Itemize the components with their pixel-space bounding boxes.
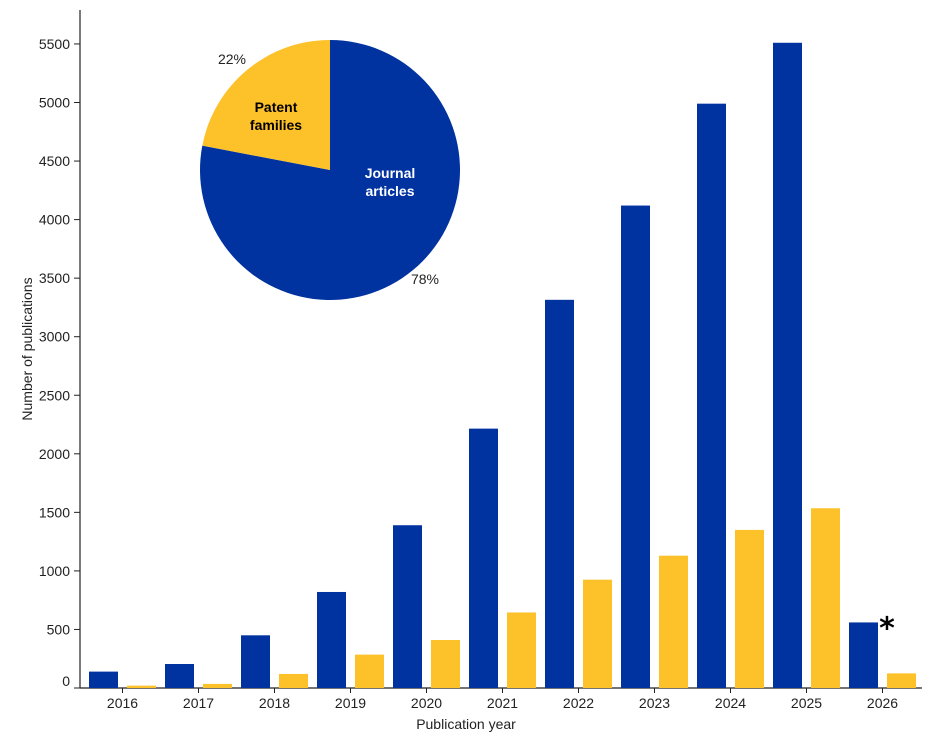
bar-journal-2021 xyxy=(469,428,498,688)
x-tick-label: 2023 xyxy=(639,695,670,711)
bar-patent-2020 xyxy=(431,639,460,688)
x-tick-label: 2022 xyxy=(563,695,594,711)
pie-label-line: families xyxy=(250,117,302,133)
pie-slice-journal-articles xyxy=(200,40,461,301)
x-tick-label: 2019 xyxy=(335,695,366,711)
x-tick-label: 2025 xyxy=(791,695,822,711)
y-tick-label: 3000 xyxy=(39,329,70,345)
x-tick-label: 2026 xyxy=(867,695,898,711)
pie-label-line: Journal xyxy=(365,165,416,181)
pie-slice-patent-families xyxy=(202,40,330,170)
y-tick-label: 500 xyxy=(47,621,71,637)
bar-patent-2024 xyxy=(735,529,764,688)
bar-patent-2021 xyxy=(507,612,536,688)
bar-patent-2017 xyxy=(203,683,232,688)
y-tick-label: 5500 xyxy=(39,36,70,52)
y-tick-label: 3500 xyxy=(39,270,70,286)
y-tick-label: 4500 xyxy=(39,153,70,169)
bar-patent-2019 xyxy=(355,654,384,688)
y-tick-label: 1500 xyxy=(39,504,70,520)
x-tick-label: 2017 xyxy=(183,695,214,711)
annotation-asterisk: * xyxy=(879,611,895,646)
bar-patent-2026 xyxy=(887,673,916,688)
pie-label-line: articles xyxy=(365,183,414,199)
x-tick-label: 2018 xyxy=(259,695,290,711)
y-tick-label: 1000 xyxy=(39,563,70,579)
pie-chart: 78% Journal articles 22% Patent families xyxy=(200,40,461,301)
bar-journal-2020 xyxy=(393,525,422,688)
bars xyxy=(89,42,916,689)
y-tick-label: 4000 xyxy=(39,212,70,228)
pie-label-patent-families: Patent families xyxy=(250,99,302,133)
x-tick-label: 2024 xyxy=(715,695,746,711)
x-tick-label: 2016 xyxy=(107,695,138,711)
bar-patent-2016 xyxy=(127,685,156,688)
x-tick-label: 2021 xyxy=(487,695,518,711)
x-axis-title: Publication year xyxy=(416,716,516,732)
bar-journal-2022 xyxy=(545,299,574,688)
bar-patent-2023 xyxy=(659,555,688,688)
y-tick-label: 2000 xyxy=(39,446,70,462)
bar-journal-2024 xyxy=(697,103,726,688)
y-tick-label: 0 xyxy=(62,673,70,689)
bar-journal-2018 xyxy=(241,635,270,688)
axis-labels: 0 500 1000 1500 2000 2500 3000 3500 4000 4500 5000… xyxy=(19,36,898,732)
y-axis-title: Number of publications xyxy=(19,277,35,420)
bar-patent-2022 xyxy=(583,579,612,688)
bar-journal-2019 xyxy=(317,591,346,688)
y-tick-label: 2500 xyxy=(39,387,70,403)
bar-journal-2016 xyxy=(89,671,118,688)
pie-label-journal-articles: Journal articles xyxy=(365,165,416,199)
bar-journal-2025 xyxy=(773,42,802,689)
bar-journal-2023 xyxy=(621,205,650,688)
y-tick-label: 5000 xyxy=(39,95,70,111)
bar-journal-2026 xyxy=(849,622,878,688)
x-tick-label: 2020 xyxy=(411,695,442,711)
pie-label-line: Patent xyxy=(255,99,298,115)
pie-percent-journal-articles: 78% xyxy=(411,271,439,287)
bar-patent-2018 xyxy=(279,673,308,688)
pie-percent-patent-families: 22% xyxy=(218,51,246,67)
bar-patent-2025 xyxy=(811,508,840,688)
bar-journal-2017 xyxy=(165,663,194,688)
